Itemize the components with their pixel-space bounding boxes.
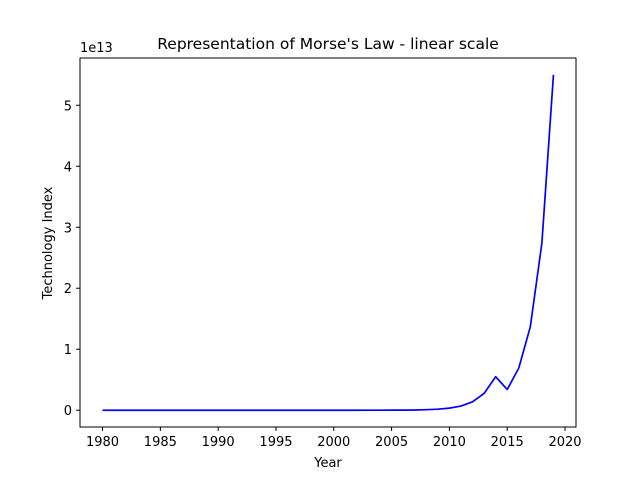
series-line	[102, 74, 555, 412]
y-tick-label: 2	[64, 282, 72, 297]
y-tick-label: 3	[64, 221, 72, 236]
x-tick-label: 1995	[259, 435, 292, 450]
x-axis-label: Year	[313, 456, 342, 471]
x-axis-ticks: 1980 1985 1990 1995 2000 2005 2010 2015 2020	[86, 427, 582, 450]
y-tick-label: 1	[64, 343, 72, 358]
chart-title: Representation of Morse's Law - linear s…	[157, 35, 499, 53]
x-tick-label: 2000	[317, 435, 350, 450]
y-tick-label: 4	[64, 160, 72, 175]
x-tick-label: 2015	[491, 435, 524, 450]
x-tick-label: 1990	[202, 435, 235, 450]
series-layer	[102, 74, 555, 412]
x-tick-label: 1980	[86, 435, 119, 450]
y-axis-ticks: 0 1 2 3 4 5	[64, 99, 80, 419]
y-tick-label: 0	[64, 404, 72, 419]
y-tick-label: 5	[64, 99, 72, 114]
y-axis-offset-label: 1e13	[80, 41, 113, 56]
x-tick-label: 1985	[144, 435, 177, 450]
x-tick-label: 2010	[433, 435, 466, 450]
x-tick-label: 2020	[548, 435, 581, 450]
plot-area-frame	[79, 57, 577, 428]
y-axis-label: Technology Index	[41, 186, 56, 300]
x-tick-label: 2005	[375, 435, 408, 450]
